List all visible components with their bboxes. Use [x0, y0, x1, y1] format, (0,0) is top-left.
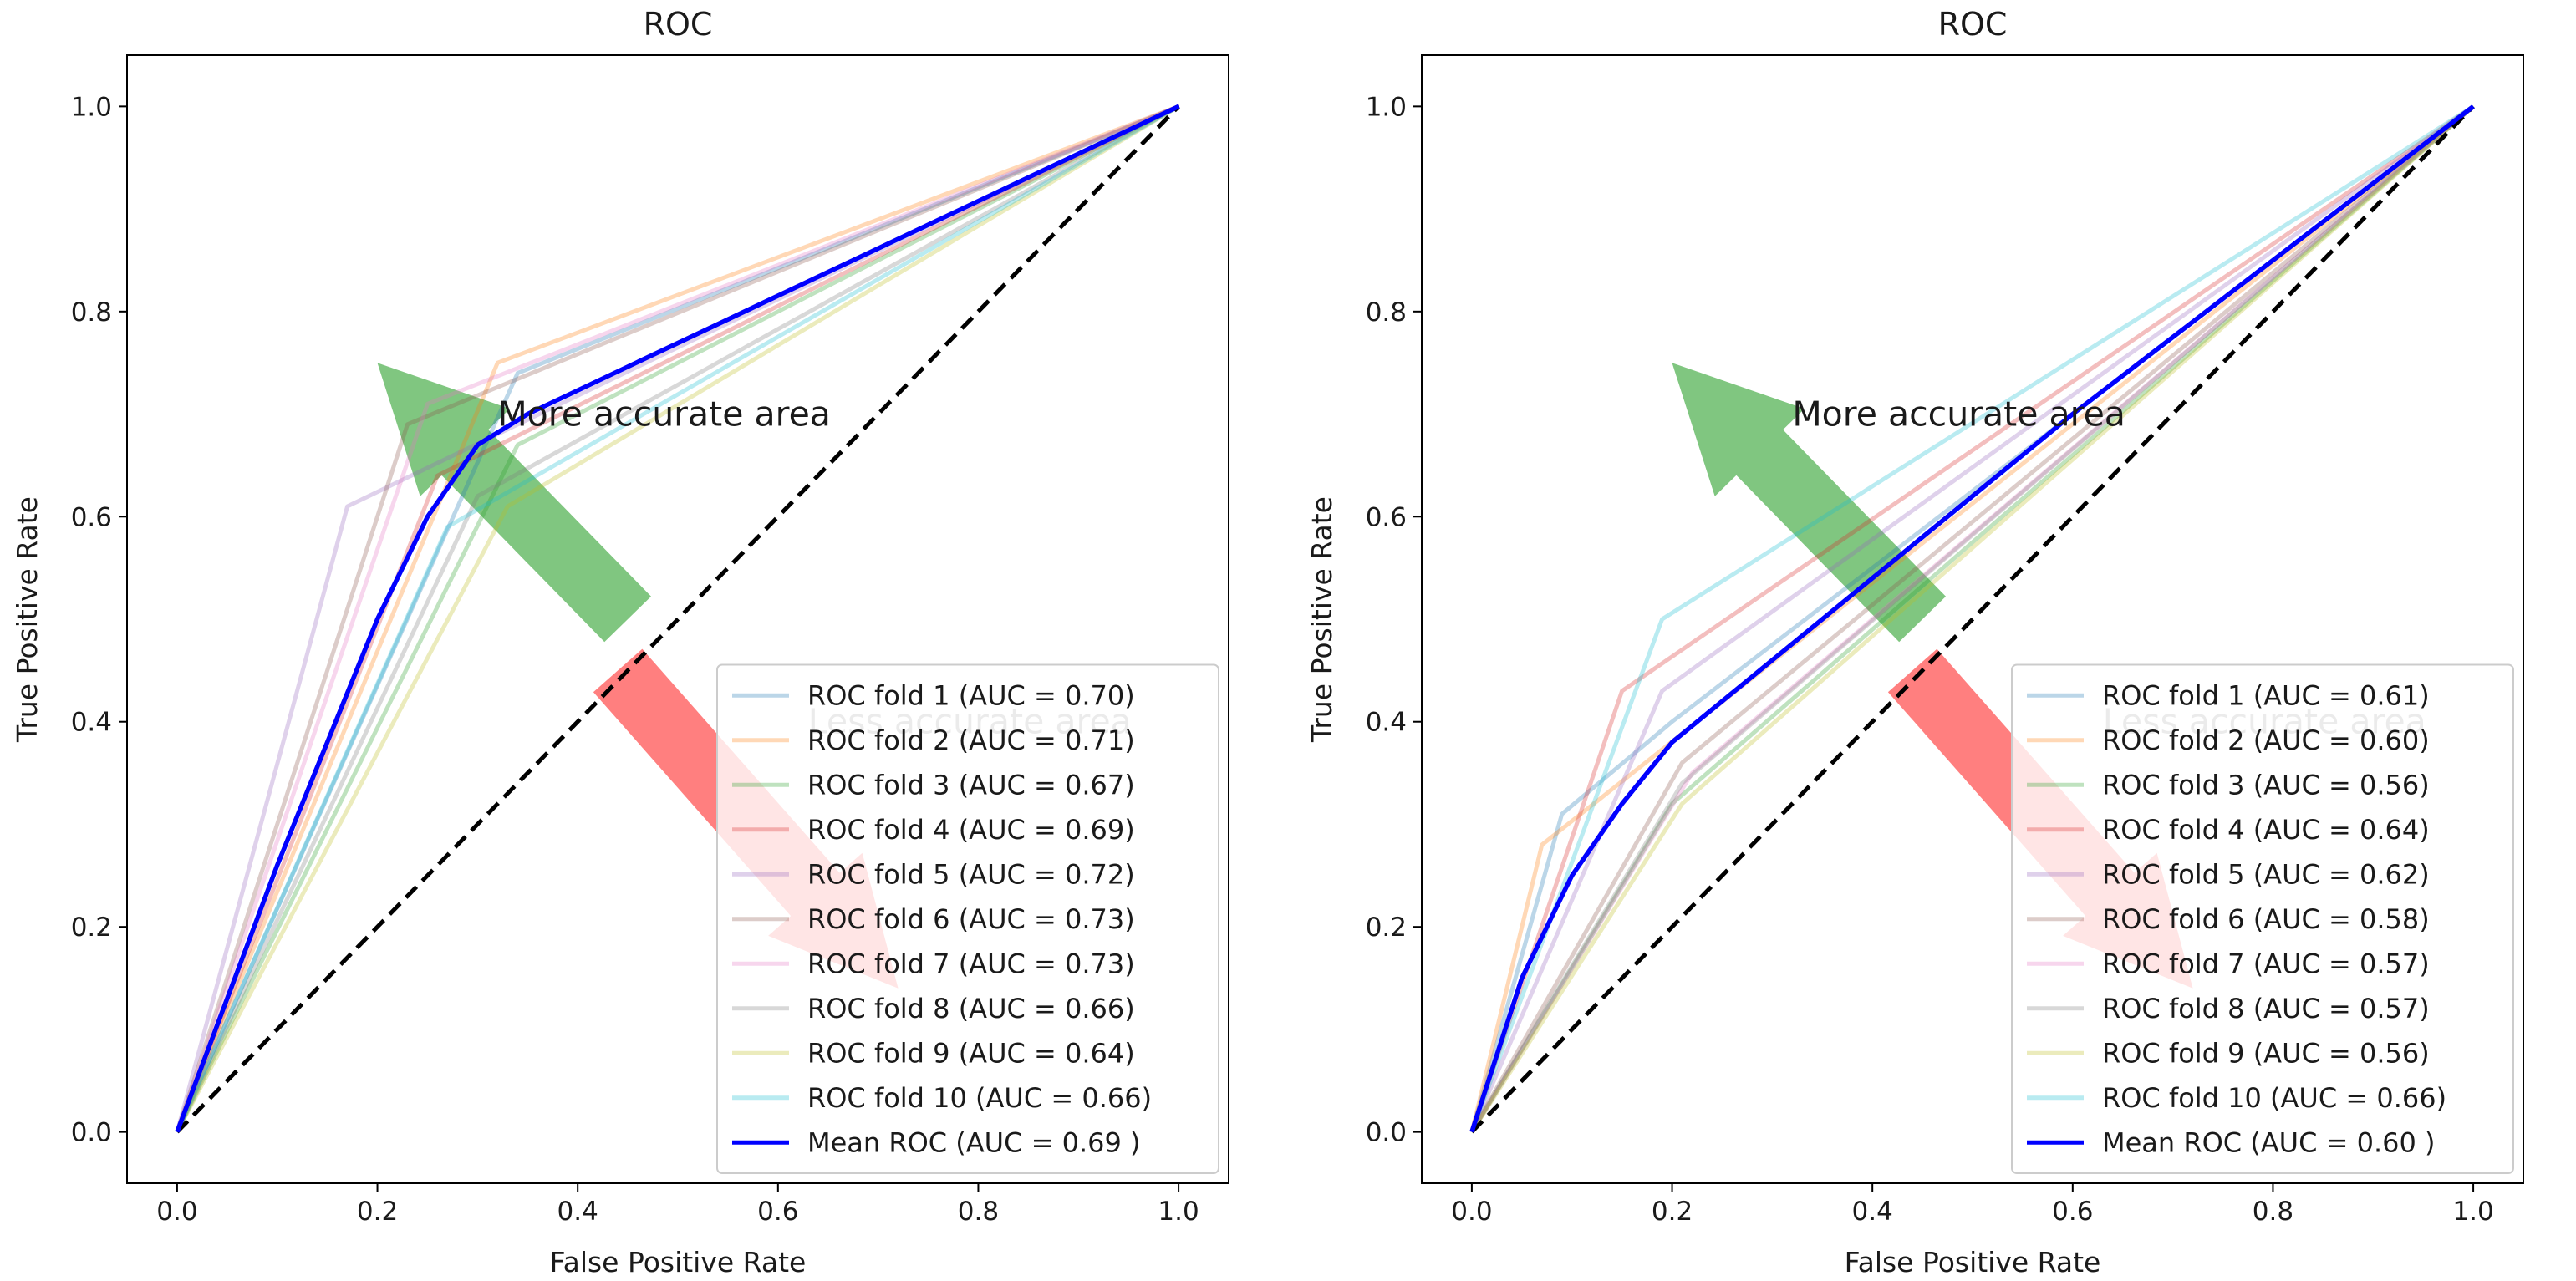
x-axis-label: False Positive Rate	[1845, 1246, 2101, 1278]
y-tick-label: 0.2	[1366, 912, 1407, 943]
roc-curve-fold	[1469, 104, 2475, 1133]
more-accurate-label: More accurate area	[1792, 394, 2125, 435]
legend-entry: Mean ROC (AUC = 0.69 )	[807, 1126, 1141, 1158]
legend-box	[716, 663, 1219, 1174]
legend-entry: ROC fold 8 (AUC = 0.66)	[807, 993, 1135, 1024]
roc-curve-fold	[1469, 104, 2475, 1133]
chart-title: ROC	[644, 6, 713, 43]
y-axis-label: True Positive Rate	[1306, 496, 1338, 743]
legend-entry: ROC fold 5 (AUC = 0.72)	[807, 858, 1135, 890]
x-tick-label: 0.0	[1451, 1197, 1492, 1227]
y-tick-label: 0.2	[71, 912, 112, 943]
legend: ROC fold 1 (AUC = 0.61) ROC fold 2 (AUC =…	[2011, 663, 2514, 1174]
roc-curve-mean	[1469, 104, 2475, 1133]
roc-panel-left: ROC False Positive Rate True Positive Ra…	[11, 6, 1229, 1278]
axis-ticks: 0.0 0.2 0.4 0.6 0.8 1.0 0.0 0.2 0.4 0.6 0.8 1.0	[1366, 92, 2494, 1227]
roc-curve-fold	[175, 104, 1180, 1133]
legend-entry: ROC fold 3 (AUC = 0.67)	[807, 769, 1135, 801]
legend-box	[2011, 663, 2514, 1174]
roc-curve-fold	[175, 104, 1180, 1133]
roc-curve-fold	[175, 104, 1180, 1133]
legend-entry: ROC fold 5 (AUC = 0.62)	[2102, 858, 2430, 890]
roc-curve-fold	[1469, 104, 2475, 1133]
legend-entry: ROC fold 4 (AUC = 0.69)	[807, 814, 1135, 846]
roc-curve-fold	[1469, 104, 2475, 1133]
legend-entry: ROC fold 1 (AUC = 0.70)	[807, 679, 1135, 711]
legend-entry: ROC fold 2 (AUC = 0.71)	[807, 724, 1135, 756]
legend-entry: ROC fold 9 (AUC = 0.56)	[2102, 1037, 2430, 1069]
y-tick-label: 0.8	[1366, 297, 1407, 328]
legend-entry: ROC fold 7 (AUC = 0.73)	[807, 948, 1135, 979]
legend-entry: ROC fold 6 (AUC = 0.58)	[2102, 903, 2430, 935]
roc-curve-fold	[1469, 104, 2475, 1133]
roc-panel-right: ROC False Positive Rate True Positive Ra…	[1306, 6, 2524, 1278]
roc-curve-fold	[175, 104, 1180, 1133]
legend-entry: ROC fold 2 (AUC = 0.60)	[2102, 724, 2430, 756]
x-tick-label: 0.6	[2052, 1197, 2093, 1227]
legend-entry: ROC fold 3 (AUC = 0.56)	[2102, 769, 2430, 801]
legend-entry: Mean ROC (AUC = 0.60 )	[2102, 1126, 2436, 1158]
roc-curve-fold	[175, 104, 1180, 1133]
x-tick-label: 1.0	[1158, 1197, 1199, 1227]
x-tick-label: 0.2	[1652, 1197, 1693, 1227]
green-arrow	[377, 363, 651, 643]
y-tick-label: 0.0	[71, 1118, 112, 1148]
x-axis-label: False Positive Rate	[550, 1246, 807, 1278]
x-tick-label: 1.0	[2452, 1197, 2493, 1227]
x-tick-label: 0.2	[357, 1197, 398, 1227]
legend-entry: ROC fold 6 (AUC = 0.73)	[807, 903, 1135, 935]
y-tick-label: 0.4	[71, 708, 112, 738]
more-accurate-label: More accurate area	[497, 394, 831, 435]
x-tick-label: 0.8	[2253, 1197, 2293, 1227]
legend-entry: ROC fold 7 (AUC = 0.57)	[2102, 948, 2430, 979]
plot-frame	[126, 54, 1229, 1184]
roc-curve-fold	[175, 104, 1180, 1133]
y-tick-label: 1.0	[71, 92, 112, 122]
legend-entry: ROC fold 9 (AUC = 0.64)	[807, 1037, 1135, 1069]
x-tick-label: 0.4	[557, 1197, 598, 1227]
roc-curve-fold	[1469, 104, 2475, 1133]
axis-ticks: 0.0 0.2 0.4 0.6 0.8 1.0 0.0 0.2 0.4 0.6 0.8 1.0	[71, 92, 1199, 1227]
chance-line	[1470, 104, 2475, 1134]
chance-line	[176, 104, 1180, 1134]
y-tick-label: 1.0	[1366, 92, 1407, 122]
legend-entry: ROC fold 1 (AUC = 0.61)	[2102, 679, 2430, 711]
x-tick-label: 0.0	[156, 1197, 197, 1227]
plot-frame	[1421, 54, 2524, 1184]
y-tick-label: 0.0	[1366, 1118, 1407, 1148]
legend-entry: ROC fold 8 (AUC = 0.57)	[2102, 993, 2430, 1024]
roc-curve-fold	[175, 104, 1180, 1133]
chart-title: ROC	[1938, 6, 2008, 43]
roc-curve-fold	[175, 104, 1180, 1133]
legend-entry: ROC fold 10 (AUC = 0.66)	[2102, 1082, 2446, 1114]
roc-curve-fold	[1469, 104, 2475, 1133]
x-tick-label: 0.4	[1852, 1197, 1893, 1227]
legend-entry: ROC fold 10 (AUC = 0.66)	[807, 1082, 1152, 1114]
y-tick-label: 0.6	[1366, 502, 1407, 532]
legend: ROC fold 1 (AUC = 0.70) ROC fold 2 (AUC =…	[716, 663, 1219, 1174]
x-tick-label: 0.8	[958, 1197, 999, 1227]
y-tick-label: 0.6	[71, 502, 112, 532]
legend-entry: ROC fold 4 (AUC = 0.64)	[2102, 814, 2430, 846]
y-axis-label: True Positive Rate	[11, 496, 43, 743]
y-tick-label: 0.4	[1366, 708, 1407, 738]
roc-curve-mean	[175, 104, 1180, 1133]
x-tick-label: 0.6	[757, 1197, 798, 1227]
roc-curve-fold	[1469, 104, 2475, 1133]
y-tick-label: 0.8	[71, 297, 112, 328]
roc-curve-fold	[175, 104, 1179, 1133]
